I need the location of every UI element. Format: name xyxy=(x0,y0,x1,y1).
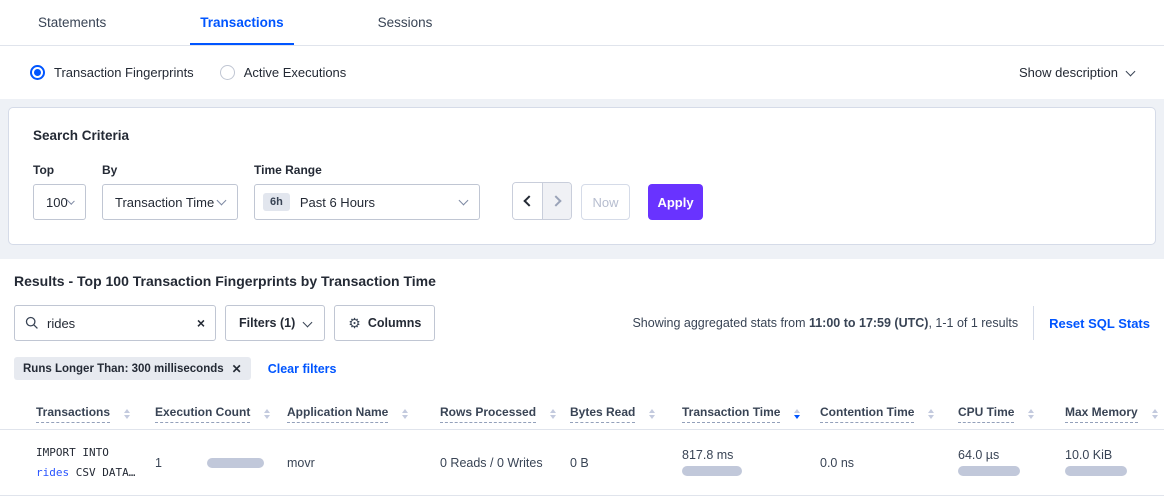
chevron-right-icon xyxy=(549,195,562,207)
sort-icon[interactable] xyxy=(550,408,557,419)
radio-label: Active Executions xyxy=(243,65,347,80)
radio-transaction-fingerprints[interactable]: Transaction Fingerprints xyxy=(30,65,194,80)
tab-statements[interactable]: Statements xyxy=(38,15,107,30)
results-controls-row: × Filters (1) ⚙ Columns Showing aggregat… xyxy=(0,305,1164,341)
col-header-transactions[interactable]: Transactions xyxy=(36,405,155,423)
time-range-label: Time Range xyxy=(254,163,322,177)
chevron-left-icon xyxy=(523,195,535,207)
chevron-down-icon xyxy=(458,195,469,206)
clear-filters-link[interactable]: Clear filters xyxy=(267,361,337,376)
radio-active-executions[interactable]: Active Executions xyxy=(219,65,347,80)
sort-icon[interactable] xyxy=(124,408,131,419)
now-button[interactable]: Now xyxy=(581,184,630,220)
time-prev-button[interactable] xyxy=(513,183,542,219)
top-select[interactable]: 100 xyxy=(33,184,86,220)
applied-filters-row: Runs Longer Than: 300 milliseconds ✕ Cle… xyxy=(0,357,1164,380)
time-range-value: Past 6 Hours xyxy=(299,194,375,210)
search-box[interactable]: × xyxy=(14,305,216,341)
remove-filter-icon[interactable]: ✕ xyxy=(231,361,242,376)
top-field: Top 100 xyxy=(33,163,86,220)
sort-icon[interactable] xyxy=(649,408,656,419)
application-name-cell: movr xyxy=(287,455,315,470)
by-label: By xyxy=(102,163,118,177)
cpu-time-cell: 64.0 µs xyxy=(958,449,1065,477)
gear-icon: ⚙ xyxy=(348,314,361,331)
applied-filter-pill: Runs Longer Than: 300 milliseconds ✕ xyxy=(14,357,251,380)
col-header-max-memory[interactable]: Max Memory xyxy=(1065,405,1164,423)
sort-icon[interactable] xyxy=(1028,408,1035,419)
chevron-down-icon xyxy=(1125,66,1136,76)
stats-area: Showing aggregated stats from 11:00 to 1… xyxy=(632,306,1150,340)
max-memory-bar xyxy=(1065,466,1127,477)
bytes-read-cell: 0 B xyxy=(570,455,589,470)
rows-processed-cell: 0 Reads / 0 Writes xyxy=(440,455,543,470)
search-input[interactable] xyxy=(47,315,197,331)
tab-transactions[interactable]: Transactions xyxy=(190,3,294,45)
by-select[interactable]: Transaction Time xyxy=(102,184,238,220)
transaction-time-bar xyxy=(682,466,742,477)
contention-time-cell: 0.0 ns xyxy=(820,455,855,470)
by-field: By Transaction Time xyxy=(102,163,238,220)
show-description-label: Show description xyxy=(1019,65,1118,80)
execution-count-cell: 1 xyxy=(155,456,287,470)
max-memory-cell: 10.0 KiB xyxy=(1065,449,1164,477)
time-range-select[interactable]: 6h Past 6 Hours xyxy=(254,184,480,220)
time-next-button[interactable] xyxy=(542,183,571,219)
table-header-row: Transactions Execution Count Application… xyxy=(0,398,1164,430)
sort-icon[interactable] xyxy=(1151,408,1158,419)
transaction-time-cell: 817.8 ms xyxy=(682,449,820,477)
by-value: Transaction Time xyxy=(115,194,215,210)
vertical-divider xyxy=(1033,306,1035,340)
sort-icon[interactable] xyxy=(402,408,409,419)
sort-icon[interactable] xyxy=(264,408,271,419)
top-label: Top xyxy=(33,163,55,177)
apply-button[interactable]: Apply xyxy=(648,184,703,220)
cpu-time-bar xyxy=(958,466,1020,477)
search-icon xyxy=(25,316,38,329)
time-nav-group xyxy=(512,182,572,220)
col-header-application-name[interactable]: Application Name xyxy=(287,405,440,423)
col-header-cpu-time[interactable]: CPU Time xyxy=(958,405,1065,423)
filters-label: Filters (1) xyxy=(239,316,296,330)
show-description-toggle[interactable]: Show description xyxy=(1019,65,1136,80)
time-range-badge: 6h xyxy=(263,193,290,211)
search-criteria-card: Search Criteria Top 100 By Transaction T… xyxy=(8,107,1156,245)
transaction-fingerprint-link[interactable]: IMPORT INTO rides CSV DATA… xyxy=(36,445,136,479)
columns-button[interactable]: ⚙ Columns xyxy=(334,305,436,341)
columns-label: Columns xyxy=(367,316,422,330)
view-toggle-row: Transaction Fingerprints Active Executio… xyxy=(0,46,1164,99)
radio-selected-icon xyxy=(30,65,45,80)
chevron-down-icon xyxy=(302,317,313,327)
transactions-table: Transactions Execution Count Application… xyxy=(0,398,1164,496)
sort-icon-active-desc[interactable] xyxy=(794,408,801,419)
results-panel: Results - Top 100 Transaction Fingerprin… xyxy=(0,259,1164,501)
col-header-execution-count[interactable]: Execution Count xyxy=(155,405,287,423)
top-value: 100 xyxy=(46,194,68,210)
col-header-transaction-time[interactable]: Transaction Time xyxy=(682,405,820,423)
execution-count-bar xyxy=(206,457,264,468)
time-range-field: Time Range 6h Past 6 Hours xyxy=(254,163,480,220)
table-row: IMPORT INTO rides CSV DATA… 1 movr 0 Rea… xyxy=(0,430,1164,496)
aggregated-stats-text: Showing aggregated stats from 11:00 to 1… xyxy=(632,316,1019,330)
radio-unselected-icon xyxy=(219,65,235,80)
chevron-down-icon xyxy=(216,195,227,206)
tab-sessions[interactable]: Sessions xyxy=(377,15,433,30)
clear-search-icon[interactable]: × xyxy=(196,315,205,331)
filters-button[interactable]: Filters (1) xyxy=(225,305,326,341)
col-header-bytes-read[interactable]: Bytes Read xyxy=(570,405,682,423)
radio-label: Transaction Fingerprints xyxy=(54,65,194,80)
reset-sql-stats-link[interactable]: Reset SQL Stats xyxy=(1049,315,1150,331)
table-name-link[interactable]: rides xyxy=(36,465,70,479)
sort-icon[interactable] xyxy=(928,408,935,419)
search-criteria-title: Search Criteria xyxy=(33,128,130,143)
results-heading: Results - Top 100 Transaction Fingerprin… xyxy=(14,273,436,289)
applied-filter-label: Runs Longer Than: 300 milliseconds xyxy=(23,362,224,375)
col-header-contention-time[interactable]: Contention Time xyxy=(820,405,958,423)
activity-tabs: Statements Transactions Sessions xyxy=(0,0,1164,46)
col-header-rows-processed[interactable]: Rows Processed xyxy=(440,405,570,423)
